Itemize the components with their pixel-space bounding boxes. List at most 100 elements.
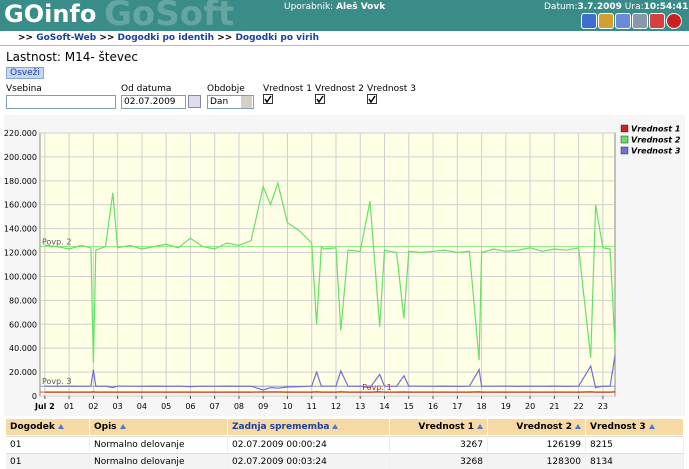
check-mark-path [368,95,376,104]
column-header[interactable]: Opis [90,419,228,435]
column-header[interactable]: Vrednost 2 [488,419,586,435]
x-tick-label: 15 [404,402,414,411]
chart: 0 20.000 40.000 60.000 80.000 100.000 120.000 1… [4,115,685,416]
y-tick-label: 140.000 [4,225,37,234]
x-tick-label: 21 [549,402,559,411]
info-icon[interactable] [649,13,665,29]
x-tick-label: 17 [452,402,462,411]
table-cell: 8134 [586,453,684,469]
sort-icon[interactable] [332,424,339,429]
x-tick-label: 19 [501,402,511,411]
y-tick-label: 20.000 [9,368,37,377]
watermark: GoSoft [104,0,235,34]
select-arrow[interactable] [241,96,252,108]
check-mark [368,95,376,104]
y-tick-label: 120.000 [4,249,37,258]
breadcrumb-link[interactable]: GoSoft-Web [36,33,97,43]
x-tick-label: 05 [161,402,171,411]
y-tick-label: 80.000 [9,296,37,305]
table-cell: 8215 [586,436,684,452]
column-header[interactable]: Dogodek [6,419,90,435]
x-tick-label: 18 [476,402,486,411]
sort-icon[interactable] [575,424,581,429]
checkbox[interactable] [367,94,377,104]
sort-icon[interactable] [57,424,64,429]
check-label: Vrednost 3 [367,84,416,94]
users-icon[interactable] [615,13,631,29]
x-tick-label: 23 [598,402,608,411]
legend-swatch [620,135,629,144]
column-header[interactable]: Zadnja sprememba [228,419,390,435]
column-title: Vrednost 2 [516,422,572,432]
refresh-button[interactable]: Osveži [6,67,44,79]
table-cell: Normalno delovanje [90,436,228,452]
period-label: Obdobje [207,84,245,94]
time-label: Ura: [624,2,644,12]
separator: >> [217,33,233,43]
x-tick-label: 01 [64,402,74,411]
column-header[interactable]: Vrednost 3 [586,419,684,435]
sort-icon[interactable] [648,424,655,429]
x-tick-label: 14 [379,402,389,411]
table-cell: 02.07.2009 00:00:24 [228,436,390,452]
sort-icon[interactable] [477,424,483,429]
y-tick-label: 200.000 [4,153,37,162]
checkbox[interactable] [263,94,273,104]
y-tick-label: 60.000 [9,320,37,329]
separator: >> [18,33,34,43]
legend-swatch [620,146,629,155]
tools-icon[interactable] [632,13,648,29]
table-cell: 128300 [488,453,586,469]
y-tick-label: 180.000 [4,177,37,186]
date: 3.7.2009 [577,2,622,12]
column-title: Vrednost 3 [590,422,646,432]
settings-icon[interactable] [598,13,614,29]
logout-icon[interactable] [666,13,682,29]
column-title: Zadnja sprememba [232,422,330,432]
column-title: Vrednost 1 [418,422,474,432]
x-tick-label: 07 [210,402,220,411]
checkbox[interactable] [315,94,325,104]
divider [0,45,689,46]
content-label: Vsebina [6,84,42,94]
sort-icon[interactable] [119,424,126,429]
x-tick-label: 16 [428,402,438,411]
y-tick-label: 100.000 [4,272,37,281]
calendar-button[interactable] [188,95,201,108]
legend-label: Vrednost 3 [631,147,681,156]
content-input[interactable] [6,95,116,109]
date-label: Od datuma [121,84,172,94]
date-label: Datum: [544,2,578,12]
table-cell: 02.07.2009 00:03:24 [228,453,390,469]
x-tick-label: 12 [331,402,341,411]
date-input[interactable]: 02.07.2009 [121,95,186,109]
check-label: Vrednost 1 [263,84,312,94]
column-title: Dogodek [10,422,55,432]
column-header[interactable]: Vrednost 1 [390,419,488,435]
y-tick-label: 220.000 [4,129,37,138]
x-tick-label: Jul 2 [34,402,55,411]
average-label: Povp. 3 [42,377,71,386]
logo: GOinfo [4,0,97,28]
average-label: Povp. 2 [42,238,71,247]
table-cell: 3267 [390,436,488,452]
help-icon[interactable] [581,13,597,29]
y-tick-label: 0 [32,392,37,401]
breadcrumb: >> GoSoft-Web >> Dogodki po identih >> D… [18,33,319,43]
check-mark [316,95,324,104]
header-bar [0,0,689,31]
table-cell: 126199 [488,436,586,452]
breadcrumb-link[interactable]: Dogodki po virih [235,33,320,43]
y-tick-label: 40.000 [9,344,37,353]
user-label: Uporabnik: [284,2,334,12]
x-tick-label: 10 [282,402,292,411]
column-title: Opis [94,422,117,432]
table-cell: Normalno delovanje [90,453,228,469]
breadcrumb-link[interactable]: Dogodki po identih [117,33,215,43]
x-tick-label: 11 [307,402,317,411]
table-cell: 01 [6,453,90,469]
legend-swatch [620,124,629,133]
average-label: Povp. 1 [362,383,391,392]
series-line [44,181,616,363]
